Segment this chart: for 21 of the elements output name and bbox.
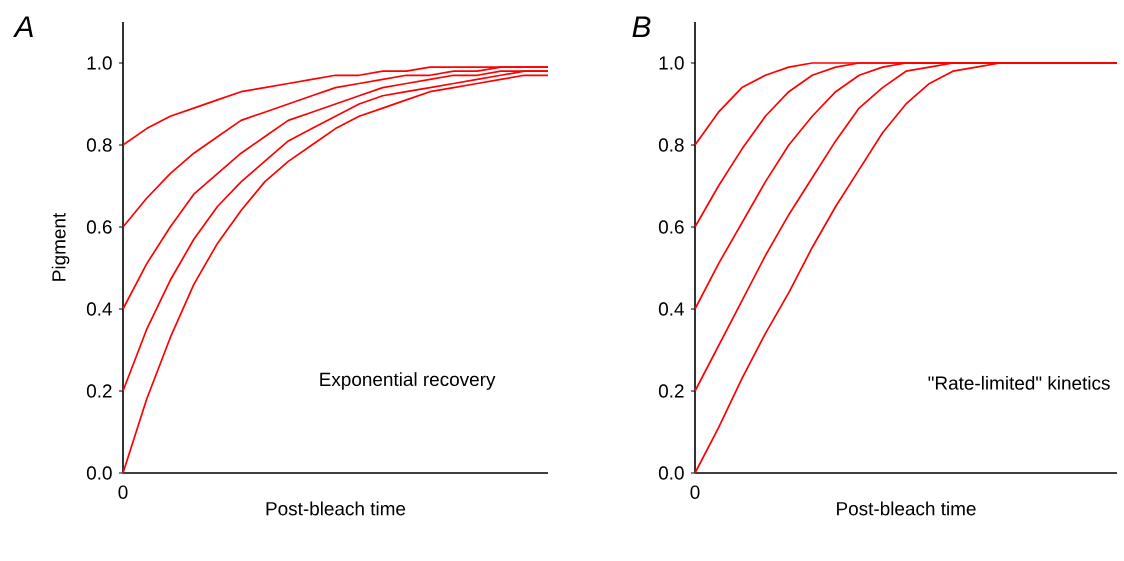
y-tick-label: 1.0 xyxy=(87,56,112,70)
annotation: "Rate-limited" kinetics xyxy=(928,375,1110,390)
x-axis-title: Post-bleach time xyxy=(837,501,976,516)
y-tick-label: 0.6 xyxy=(86,220,112,234)
y-tick-label: 0.8 xyxy=(86,138,112,152)
y-tick-label: 0.2 xyxy=(658,384,684,398)
chart-title: B xyxy=(632,16,651,38)
y-tick-label: 0.6 xyxy=(658,220,684,234)
y-tick-label: 1.0 xyxy=(659,56,684,70)
y-tick-label: 0.2 xyxy=(86,384,112,398)
y-tick-label: 0.4 xyxy=(86,302,112,316)
chart-title: A xyxy=(13,16,33,38)
y-tick-label: 0.0 xyxy=(86,466,112,480)
y-tick-label: 0.8 xyxy=(658,138,684,152)
x-axis-title: Post-bleach time xyxy=(266,501,406,516)
y-tick-label: 0.4 xyxy=(658,302,684,316)
text: 0 xyxy=(690,485,700,499)
y-tick-label: 0.0 xyxy=(658,466,684,480)
annotation: Exponential recovery xyxy=(320,372,496,390)
text: 0 xyxy=(118,485,128,499)
y-axis-title: Pigment xyxy=(51,212,70,281)
